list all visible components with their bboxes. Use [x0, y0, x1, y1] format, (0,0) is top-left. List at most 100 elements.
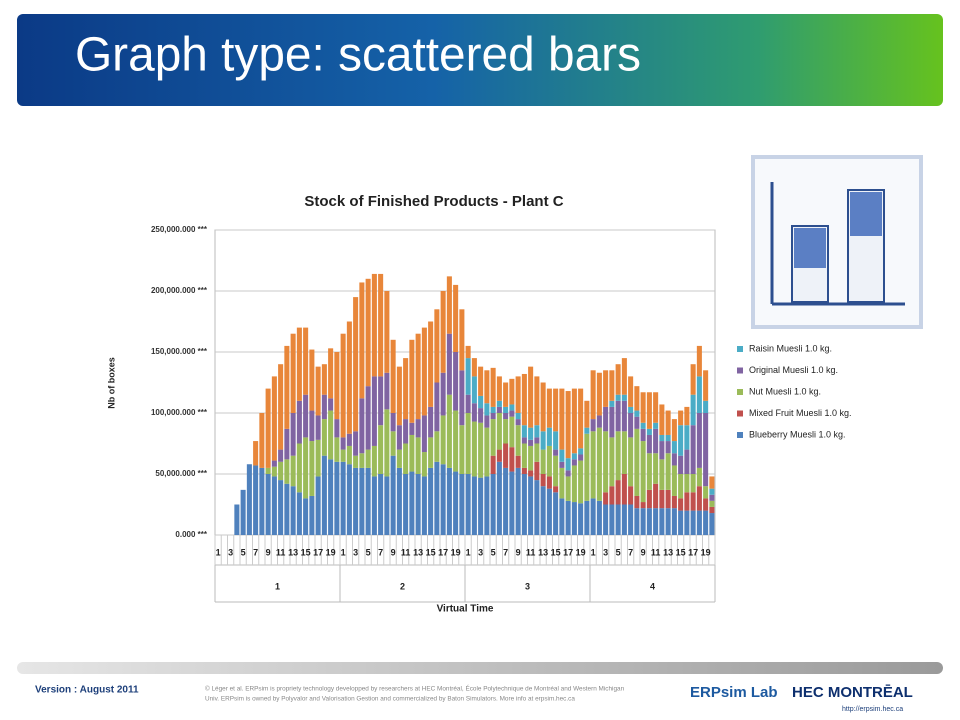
- bar-segment: [653, 453, 659, 484]
- bar-segment: [296, 443, 302, 493]
- x-tick-label: 15: [301, 547, 311, 557]
- bar-segment: [559, 498, 565, 535]
- bar-segment: [646, 453, 652, 490]
- bar-segment: [609, 370, 615, 401]
- bar-segment: [540, 449, 546, 474]
- bar-segment: [340, 449, 346, 462]
- bar-segment: [684, 510, 690, 535]
- bar-segment: [371, 445, 377, 477]
- bar-segment: [553, 431, 559, 450]
- bar-segment: [665, 453, 671, 490]
- bar-segment: [578, 503, 584, 535]
- bar-segment: [571, 465, 577, 503]
- bar-segment: [478, 366, 484, 396]
- bar-segment: [628, 504, 634, 535]
- bar-segment: [684, 474, 690, 493]
- bar-segment: [621, 474, 627, 505]
- bar-segment: [384, 476, 390, 535]
- bar-segment: [465, 474, 471, 535]
- x-tick-label: 15: [676, 547, 686, 557]
- bar-segment: [678, 425, 684, 456]
- bar-segment: [309, 410, 315, 442]
- bar-segment: [428, 437, 434, 468]
- bar-segment: [678, 498, 684, 511]
- bar-segment: [634, 416, 640, 429]
- bar-segment: [665, 441, 671, 454]
- bar-segment: [409, 339, 415, 423]
- bar-segment: [446, 276, 452, 334]
- bar-segment: [484, 370, 490, 404]
- bar-segment: [440, 464, 446, 535]
- bar-segment: [696, 510, 702, 535]
- bar-segment: [621, 358, 627, 395]
- bar-segment: [271, 376, 277, 461]
- bar-segment: [571, 453, 577, 460]
- bar-segment: [690, 425, 696, 474]
- bar-segment: [615, 431, 621, 481]
- bar-segment: [390, 455, 396, 535]
- bar-segment: [659, 489, 665, 509]
- group-label: 3: [525, 581, 530, 591]
- bar-segment: [328, 410, 334, 460]
- bar-segment: [603, 504, 609, 535]
- bar-segment: [478, 477, 484, 535]
- bar-segment: [503, 467, 509, 535]
- bar-segment: [490, 413, 496, 420]
- bar-segment: [465, 358, 471, 395]
- x-tick-label: 15: [551, 547, 561, 557]
- bar-segment: [353, 431, 359, 456]
- bar-segment: [290, 333, 296, 413]
- bar-segment: [534, 443, 540, 462]
- bar-segment: [646, 489, 652, 509]
- x-tick-label: 13: [288, 547, 298, 557]
- bar-segment: [328, 398, 334, 411]
- bar-segment: [553, 449, 559, 456]
- bar-segment: [421, 415, 427, 453]
- bar-segment: [415, 437, 421, 474]
- bar-segment: [559, 461, 565, 468]
- bar-segment: [709, 476, 715, 489]
- bar-segment: [340, 333, 346, 438]
- bar-segment: [253, 465, 259, 535]
- bar-segment: [528, 470, 534, 477]
- bar-segment: [546, 427, 552, 446]
- bar-segment: [634, 428, 640, 496]
- bar-segment: [378, 474, 384, 535]
- bar-segment: [665, 434, 671, 442]
- bar-segment: [465, 413, 471, 474]
- bar-segment: [328, 459, 334, 535]
- x-tick-label: 19: [451, 547, 461, 557]
- bar-segment: [534, 376, 540, 426]
- x-tick-label: 19: [576, 547, 586, 557]
- bar-segment: [571, 502, 577, 535]
- bar-segment: [278, 461, 284, 481]
- legend-label: Mixed Fruit Muesli 1.0 kg.: [749, 408, 852, 418]
- bar-segment: [328, 348, 334, 399]
- bar-segment: [496, 449, 502, 462]
- bar-segment: [315, 476, 321, 535]
- bar-segment: [265, 467, 271, 474]
- bar-segment: [459, 425, 465, 474]
- bar-segment: [690, 474, 696, 493]
- x-tick-label: 15: [426, 547, 436, 557]
- bar-segment: [471, 476, 477, 535]
- bar-segment: [396, 449, 402, 468]
- bar-segment: [559, 467, 565, 499]
- bar-segment: [353, 467, 359, 535]
- bar-segment: [628, 437, 634, 487]
- bar-segment: [478, 408, 484, 423]
- bar-segment: [546, 488, 552, 535]
- bar-segment: [309, 495, 315, 535]
- x-tick-label: 9: [391, 547, 396, 557]
- bar-segment: [296, 327, 302, 401]
- bar-segment: [528, 427, 534, 440]
- bar-segment: [459, 370, 465, 426]
- bar-icon: [751, 155, 923, 329]
- bar-segment: [596, 415, 602, 428]
- bar-segment: [603, 492, 609, 505]
- bar-segment: [396, 366, 402, 426]
- bar-segment: [365, 278, 371, 387]
- bar-segment: [621, 394, 627, 401]
- bar-segment: [290, 455, 296, 487]
